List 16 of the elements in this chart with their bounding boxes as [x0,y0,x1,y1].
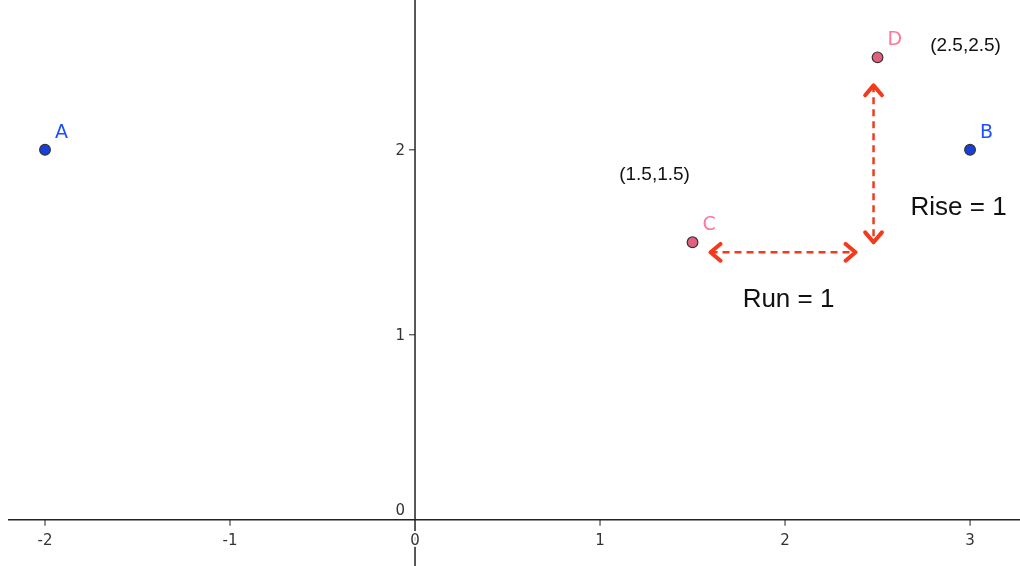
series-label: B [980,119,994,142]
x-tick-label: 3 [965,530,975,549]
x-tick-label: 1 [595,530,605,549]
x-tick-label: -1 [222,530,238,549]
series-label: A [55,119,68,142]
y-tick-label: 0 [395,500,406,519]
annotation: Rise = 1 [910,191,1007,222]
annotation: (2.5,2.5) [930,34,1001,56]
y-tick-label: 1 [395,325,406,344]
annotation: Run = 1 [742,283,835,314]
annotation: (1.5,1.5) [619,163,690,185]
x-tick-label: -2 [37,530,53,549]
series-label: C [702,212,716,235]
x-tick-label: 2 [780,530,790,549]
y-tick-label: 2 [395,140,406,159]
series-label: D [887,27,903,50]
